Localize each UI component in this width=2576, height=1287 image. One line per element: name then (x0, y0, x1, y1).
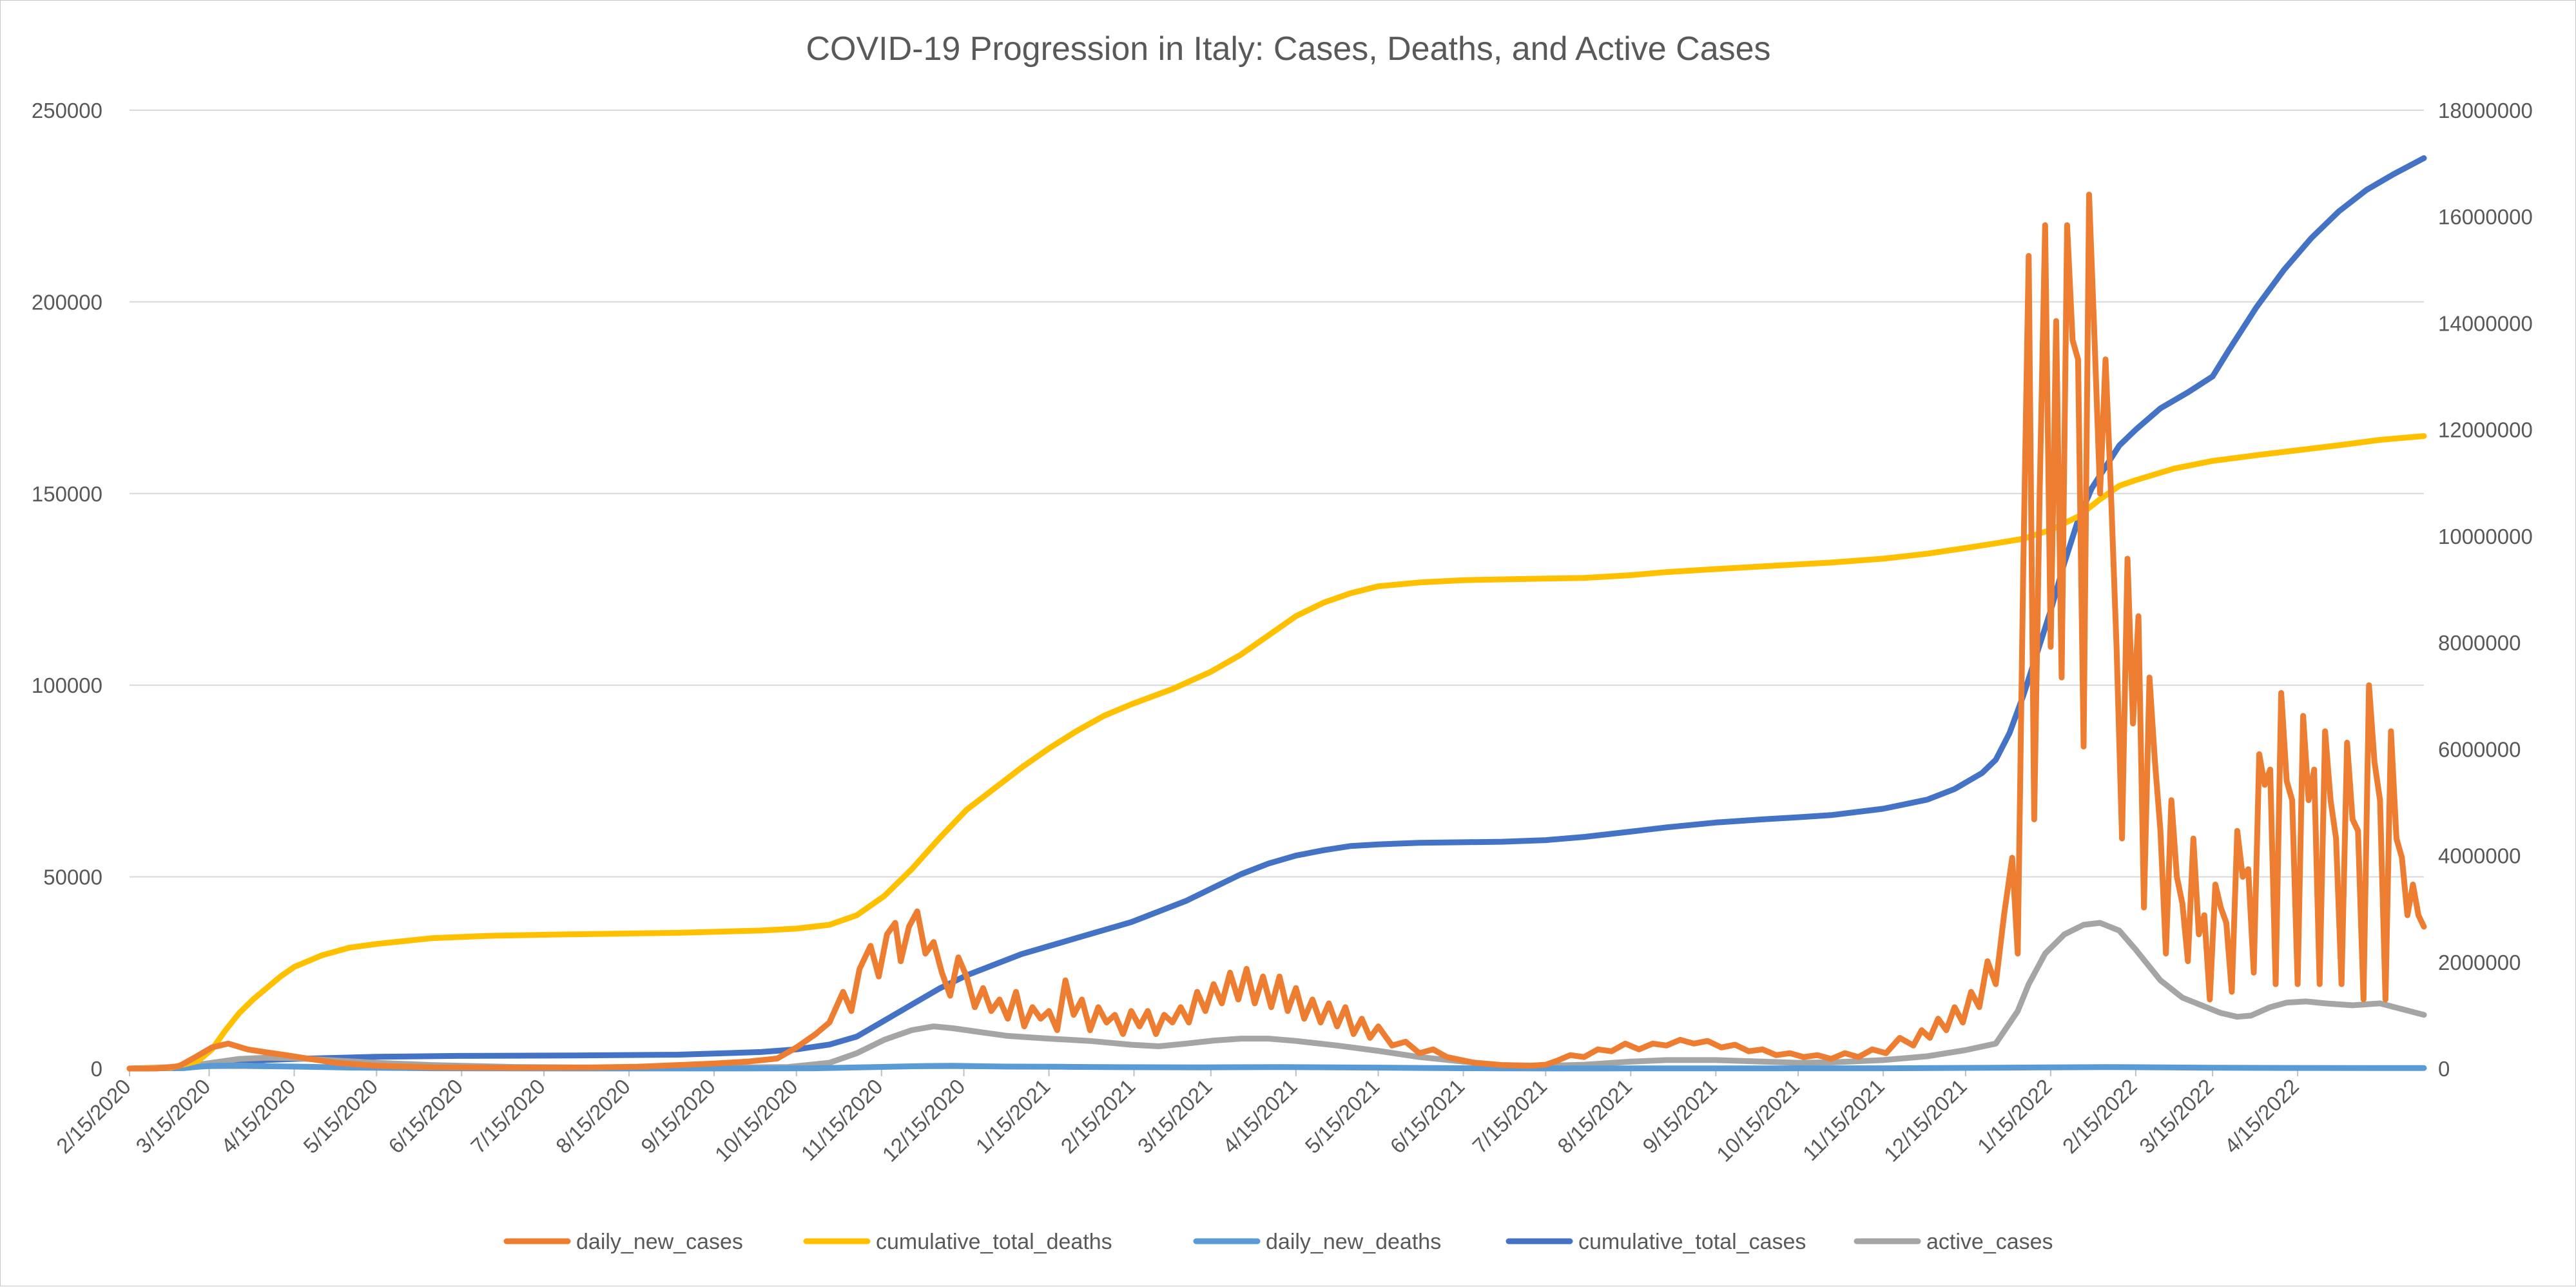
y-right-tick-label: 6000000 (2438, 737, 2521, 761)
series-line-daily-new-cases (126, 191, 2427, 1072)
x-tick-label: 6/15/2020 (383, 1074, 467, 1158)
x-tick-label: 3/15/2021 (1133, 1074, 1217, 1158)
y-right-tick-label: 16000000 (2438, 205, 2533, 229)
x-tick-label: 4/15/2022 (2220, 1074, 2303, 1158)
x-tick-label: 7/15/2020 (466, 1074, 550, 1158)
x-tick-label: 9/15/2021 (1638, 1074, 1721, 1158)
x-tick-label: 4/15/2020 (216, 1074, 300, 1158)
x-tick-label: 12/15/2021 (1879, 1074, 1971, 1166)
x-tick-label: 8/15/2021 (1553, 1074, 1636, 1158)
x-tick-label: 6/15/2021 (1386, 1074, 1469, 1158)
y-right-tick-label: 18000000 (2438, 99, 2533, 122)
x-tick-label: 2/15/2021 (1056, 1074, 1140, 1158)
y-left-tick-label: 100000 (32, 673, 102, 697)
x-tick-label: 12/15/2020 (878, 1074, 970, 1166)
y-left-tick-label: 200000 (32, 290, 102, 314)
x-tick-label: 8/15/2020 (551, 1074, 635, 1158)
legend: daily_new_cases cumulative_total_deaths da… (503, 1230, 2053, 1254)
y-right-tick-label: 14000000 (2438, 311, 2533, 335)
x-tick-label: 1/15/2021 (971, 1074, 1055, 1158)
legend-label: cumulative_total_cases (1578, 1230, 1806, 1254)
x-tick-label: 11/15/2020 (797, 1074, 887, 1165)
legend-label: active_cases (1926, 1230, 2053, 1254)
y-left-tick-label: 150000 (32, 482, 102, 506)
series-line-daily-new-deaths (126, 1062, 2427, 1072)
x-tick-label: 5/15/2020 (298, 1074, 382, 1158)
x-tick-label: 2/15/2020 (52, 1074, 135, 1158)
y-right-tick-label: 0 (2438, 1057, 2450, 1081)
y-right-tick-label: 8000000 (2438, 631, 2521, 655)
legend-label: cumulative_total_deaths (876, 1230, 1112, 1254)
x-tick-label: 3/15/2020 (131, 1074, 215, 1158)
x-tick-label: 10/15/2021 (1712, 1074, 1804, 1166)
y-right-tick-label: 2000000 (2438, 951, 2521, 974)
y-right-tick-label: 12000000 (2438, 418, 2533, 442)
series-line-cumulative-total-cases (126, 155, 2427, 1072)
x-tick-label: 7/15/2021 (1467, 1074, 1551, 1158)
series-lines (126, 155, 2427, 1072)
y-left-tick-label: 0 (91, 1057, 102, 1081)
y-left-tick-label: 50000 (43, 866, 102, 889)
legend-label: daily_new_deaths (1266, 1230, 1441, 1254)
x-tick-label: 1/15/2022 (1973, 1074, 2057, 1158)
right-y-axis: 0 2000000 4000000 6000000 8000000 10000000 120… (2438, 99, 2533, 1081)
y-left-tick-label: 250000 (32, 99, 102, 122)
x-tick-label: 11/15/2021 (1798, 1074, 1889, 1165)
x-tick-label: 5/15/2021 (1301, 1074, 1384, 1158)
legend-label: daily_new_cases (576, 1230, 743, 1254)
x-tick-label: 10/15/2020 (710, 1074, 802, 1166)
x-tick-label: 9/15/2020 (636, 1074, 720, 1158)
y-right-tick-label: 10000000 (2438, 525, 2533, 548)
x-tick-label: 4/15/2021 (1218, 1074, 1302, 1158)
y-right-tick-label: 4000000 (2438, 844, 2521, 868)
left-y-axis: 0 50000 100000 150000 200000 250000 (32, 99, 102, 1081)
chart-title: COVID-19 Progression in Italy: Cases, De… (806, 30, 1770, 68)
x-tick-label: 2/15/2022 (2058, 1074, 2142, 1158)
x-tick-label: 3/15/2022 (2135, 1074, 2218, 1158)
